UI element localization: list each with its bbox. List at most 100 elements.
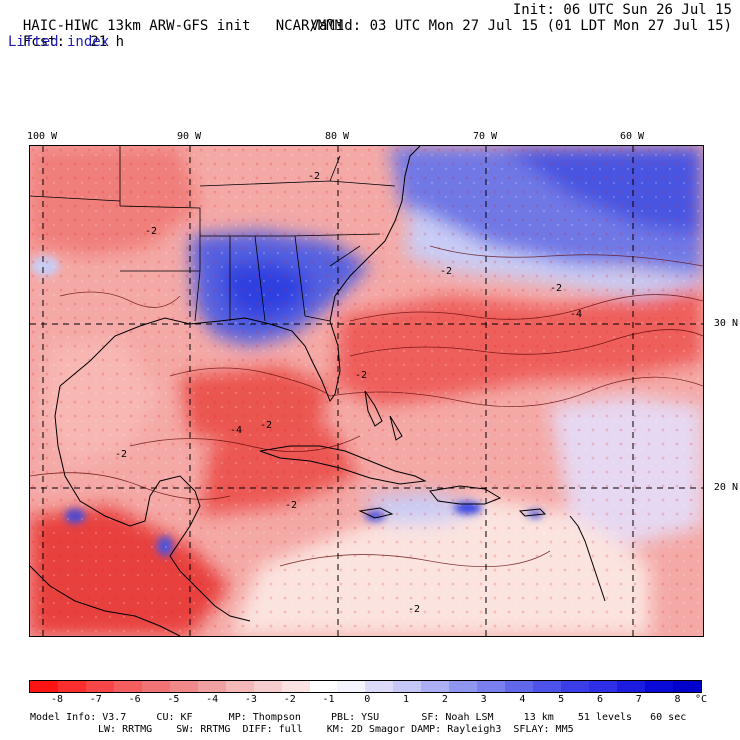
border-12 — [329, 245, 361, 267]
model-info-line-1: Model Info: V3.7 CU: KF MP: Thompson PBL… — [30, 712, 687, 723]
colorbar-cell — [30, 681, 58, 692]
forecast-hours: Fcst: 21 h — [6, 18, 124, 50]
lat-lon-grid — [30, 146, 703, 636]
colorbar — [29, 680, 702, 693]
contour-5 — [129, 435, 361, 453]
colorbar-cell — [169, 681, 198, 692]
colorbar-tick-label: -1 — [322, 694, 335, 705]
contour-label: -2 — [440, 266, 452, 277]
coast-jamaica — [358, 507, 394, 519]
lon-label-80w: 80 W — [324, 131, 350, 142]
contour-7 — [279, 550, 551, 567]
colorbar-cell — [309, 681, 338, 692]
colorbar-cell — [337, 681, 366, 692]
colorbar-tick-label: -6 — [128, 694, 141, 705]
colorbar-unit: °C — [695, 694, 708, 705]
coast-central-america — [30, 565, 181, 636]
colorbar-tick-label: -7 — [89, 694, 102, 705]
border-4 — [254, 235, 266, 322]
colorbar-cell — [672, 681, 701, 692]
colorbar-tick-label: 7 — [635, 694, 642, 705]
agency-text: NCAR/MMM — [275, 18, 344, 34]
texture-overlay — [30, 146, 703, 636]
coast-mexico — [54, 385, 251, 622]
border-1 — [119, 205, 201, 322]
colorbar-cell — [561, 681, 590, 692]
contour-label: -2 — [145, 226, 157, 237]
colorbar-tick-label: -3 — [244, 694, 257, 705]
coastlines — [30, 146, 606, 636]
contour-1 — [349, 294, 703, 322]
colorbar-cell — [449, 681, 478, 692]
colorbar-cell — [533, 681, 562, 692]
lon-label-90w: 90 W — [176, 131, 202, 142]
colorbar-cell — [393, 681, 422, 692]
border-7 — [30, 195, 121, 202]
colorbar-tick-label: -4 — [206, 694, 219, 705]
fcst-label: Fcst: — [22, 34, 66, 50]
coast-puerto-rico — [518, 508, 547, 517]
lat-label-20n: 20 N — [713, 482, 738, 493]
colorbar-tick-label: 0 — [364, 694, 371, 705]
lat-label-30n: 30 N — [713, 318, 738, 329]
colorbar-cell — [281, 681, 310, 692]
init-time: Init: 06 UTC Sun 26 Jul 15 — [512, 2, 732, 18]
model-title: HAIC-HIWC 13km ARW-GFS init NCAR/MMM — [6, 2, 343, 34]
fcst-value: 21 h — [90, 34, 125, 50]
field-name: Lifted index — [8, 34, 110, 50]
model-info-line-2: LW: RRTMG SW: RRTMG DIFF: full KM: 2D Sm… — [98, 724, 574, 735]
lifted-index-map: -2 -2 -2 -2 -4 -2 -4 -2 -2 -2 -2 — [29, 145, 704, 637]
map-canvas: -2 -2 -2 -2 -4 -2 -4 -2 -2 -2 -2 — [30, 146, 703, 636]
contours — [30, 245, 703, 567]
colorbar-tick-label: 2 — [441, 694, 448, 705]
coast-bahamas — [364, 390, 403, 441]
contour-label: -4 — [230, 425, 242, 436]
contour-label: -2 — [308, 171, 320, 182]
state-borders — [30, 146, 396, 322]
contour-label-group: -2 -2 -2 -2 -4 -2 -4 -2 -2 -2 -2 — [115, 171, 582, 615]
contour-9 — [429, 245, 703, 267]
colorbar-cell — [617, 681, 645, 692]
contour-label: -2 — [550, 283, 562, 294]
contour-label: -2 — [115, 449, 127, 460]
colorbar-cell — [421, 681, 450, 692]
contour-3 — [329, 376, 703, 407]
colorbar-cell — [57, 681, 86, 692]
colorbar-cell — [141, 681, 170, 692]
contour-label: -2 — [285, 500, 297, 511]
colorbar-cell — [365, 681, 394, 692]
colorbar-tick-label: 8 — [674, 694, 681, 705]
coast-gulf-us — [59, 146, 421, 403]
colorbar-cell — [85, 681, 114, 692]
colorbar-tick-label: 5 — [558, 694, 565, 705]
coast-cuba — [259, 445, 427, 485]
contour-label: -4 — [570, 309, 582, 320]
lon-label-100w: 100 W — [26, 131, 58, 142]
colorbar-cell — [589, 681, 618, 692]
colorbar-tick-label: -2 — [283, 694, 296, 705]
colorbar-cell — [225, 681, 254, 692]
colorbar-tick-label: 4 — [519, 694, 526, 705]
colorbar-tick-label: 6 — [596, 694, 603, 705]
coast-lesser-antilles — [569, 515, 606, 602]
model-title-text: HAIC-HIWC 13km ARW-GFS init — [22, 18, 251, 34]
valid-time: Valid: 03 UTC Mon 27 Jul 15 (01 LDT Mon … — [310, 18, 732, 34]
contour-label: -2 — [408, 604, 420, 615]
colorbar-cell — [197, 681, 226, 692]
colorbar-tick-label: 3 — [480, 694, 487, 705]
contour-label: -2 — [260, 420, 272, 431]
colorbar-cell — [644, 681, 673, 692]
contour-8 — [59, 291, 181, 308]
colorbar-cell — [113, 681, 142, 692]
colorbar-tick-label: 1 — [403, 694, 410, 705]
colorbar-cell — [477, 681, 506, 692]
colorbar-tick-label: -5 — [167, 694, 180, 705]
contour-2 — [349, 329, 703, 357]
colorbar-cell — [253, 681, 282, 692]
colorbar-cell — [505, 681, 534, 692]
contour-label: -2 — [355, 370, 367, 381]
contour-6 — [30, 472, 231, 500]
contour-4 — [169, 367, 331, 397]
border-6 — [304, 315, 331, 322]
lon-label-60w: 60 W — [619, 131, 645, 142]
